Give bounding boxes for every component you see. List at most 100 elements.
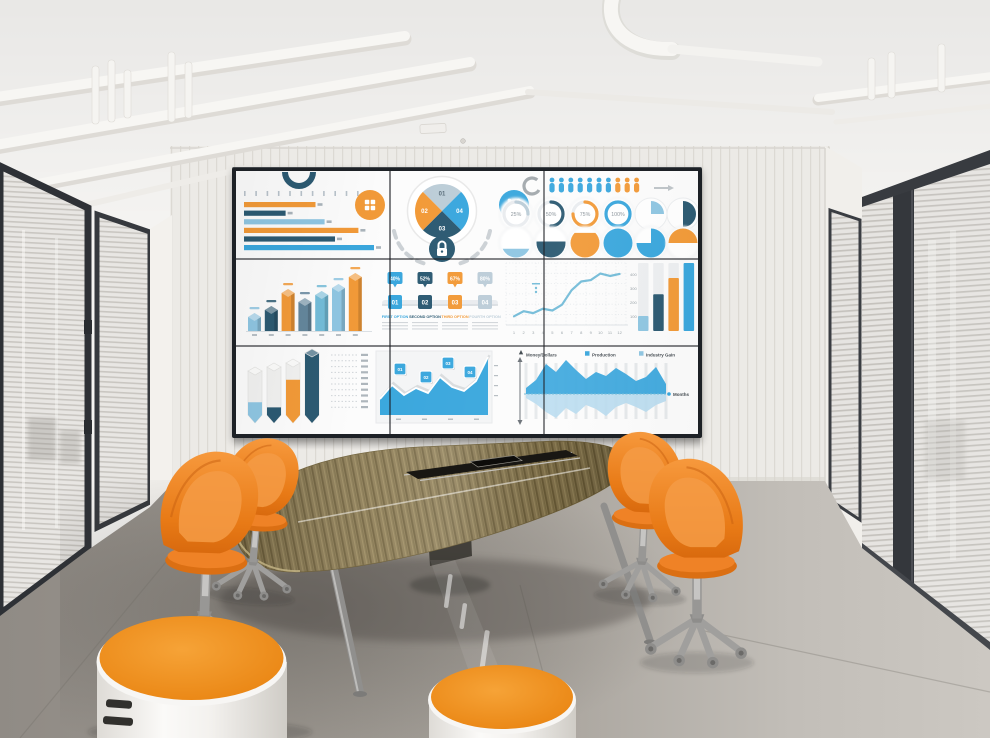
column-value [249,307,260,310]
label: 7 [570,330,573,335]
tick [323,191,325,196]
arrow-icon [654,185,674,191]
lock-icon-badge [429,236,455,262]
mini-pie [683,201,696,227]
cylinder-fill [248,402,262,423]
column [264,310,278,331]
label: FIRST OPTION [382,315,409,319]
stool-left [88,616,312,738]
pct-bubble [447,272,463,284]
ceiling-vent [419,123,447,134]
column [332,288,345,331]
label: 11 [608,330,613,335]
cylinder-fill [305,353,319,423]
column [281,293,295,331]
label: 01 [392,301,399,307]
hinge [84,420,92,434]
fill-circle [636,228,666,258]
label: 12 [617,330,622,335]
step-box [388,295,402,309]
bar [683,263,695,331]
wall-pillar [150,215,172,505]
fill-circles [499,226,698,260]
pie-slice [422,211,462,238]
label: 01 [397,367,403,372]
video-wall: 01 04 03 02 [232,167,702,438]
person-icon [615,183,621,193]
person-icon [568,183,574,193]
person-icon [634,183,640,193]
ring [549,200,565,228]
dotted-list [331,353,368,409]
pipe-risers [91,43,946,125]
ring [514,200,530,216]
person-icon [606,177,611,183]
vertical-bars [638,263,695,331]
mirror-area-chart: Money/Dollars Production Industry Gain M… [517,350,689,425]
label: 50% [546,212,557,218]
bar-value [376,246,381,249]
cylinder-fill [286,379,300,423]
person-icon [634,177,639,183]
line-chart: 123456789101112 400 300 200 100 [505,262,637,335]
fill-circle [603,228,633,258]
bar-value [360,229,366,232]
grid-icon-badge [355,190,385,220]
label: 8 [580,330,583,335]
legend-swatch-production [585,351,590,356]
stool-handle-slot [102,716,134,726]
label: 67% [450,277,461,283]
conference-table [220,440,656,726]
column-value [316,285,327,288]
column [315,295,329,331]
bar-value [337,237,342,241]
marker [441,356,455,370]
bar [244,236,335,242]
person-icon [558,183,564,193]
bar-value [287,211,293,215]
cylinder-chart [247,348,320,424]
table-edge-highlight [237,539,301,573]
person-icon [577,183,583,193]
step-box [478,295,492,309]
timeline-options: 40% 01 FIRST OPTION 52% 02 SECOND OPTION 67% 03… [382,272,501,330]
label: 100% [611,212,625,218]
label: SECOND OPTION [409,315,441,319]
mini-pie [651,201,664,214]
tick [357,191,359,196]
column-value [283,283,294,286]
label: 25% [511,212,522,218]
gauge-semicircle [282,172,316,189]
tick [266,191,269,196]
label: 01 [439,192,446,198]
pct-bubble [417,272,433,284]
step-box [448,295,462,309]
bar-value [326,220,332,223]
tick [334,191,336,196]
person-icon [624,183,630,193]
bar [244,202,316,208]
gauge-arc [282,172,316,189]
label: 04 [456,209,463,215]
column-value [333,278,344,281]
area-chart: 01 02 03 04 [375,350,498,424]
lock-icon [437,240,447,256]
glass-frame-post [893,186,914,618]
stool-right [428,665,576,738]
label: 10 [598,330,603,335]
dashed-arc [392,229,428,266]
production-series [526,360,666,394]
person-icon [596,183,602,193]
legend-money: Money/Dollars [526,353,557,358]
person-icon [559,177,564,183]
tick [289,191,291,196]
column [298,302,312,331]
label: 9 [590,330,593,335]
dashed-arc [456,229,492,266]
cable-hatch [469,455,523,468]
bar-value [317,203,323,206]
person-icon [615,177,621,183]
glass-frame [828,207,862,523]
pie-chart: 01 04 03 02 [355,175,529,266]
